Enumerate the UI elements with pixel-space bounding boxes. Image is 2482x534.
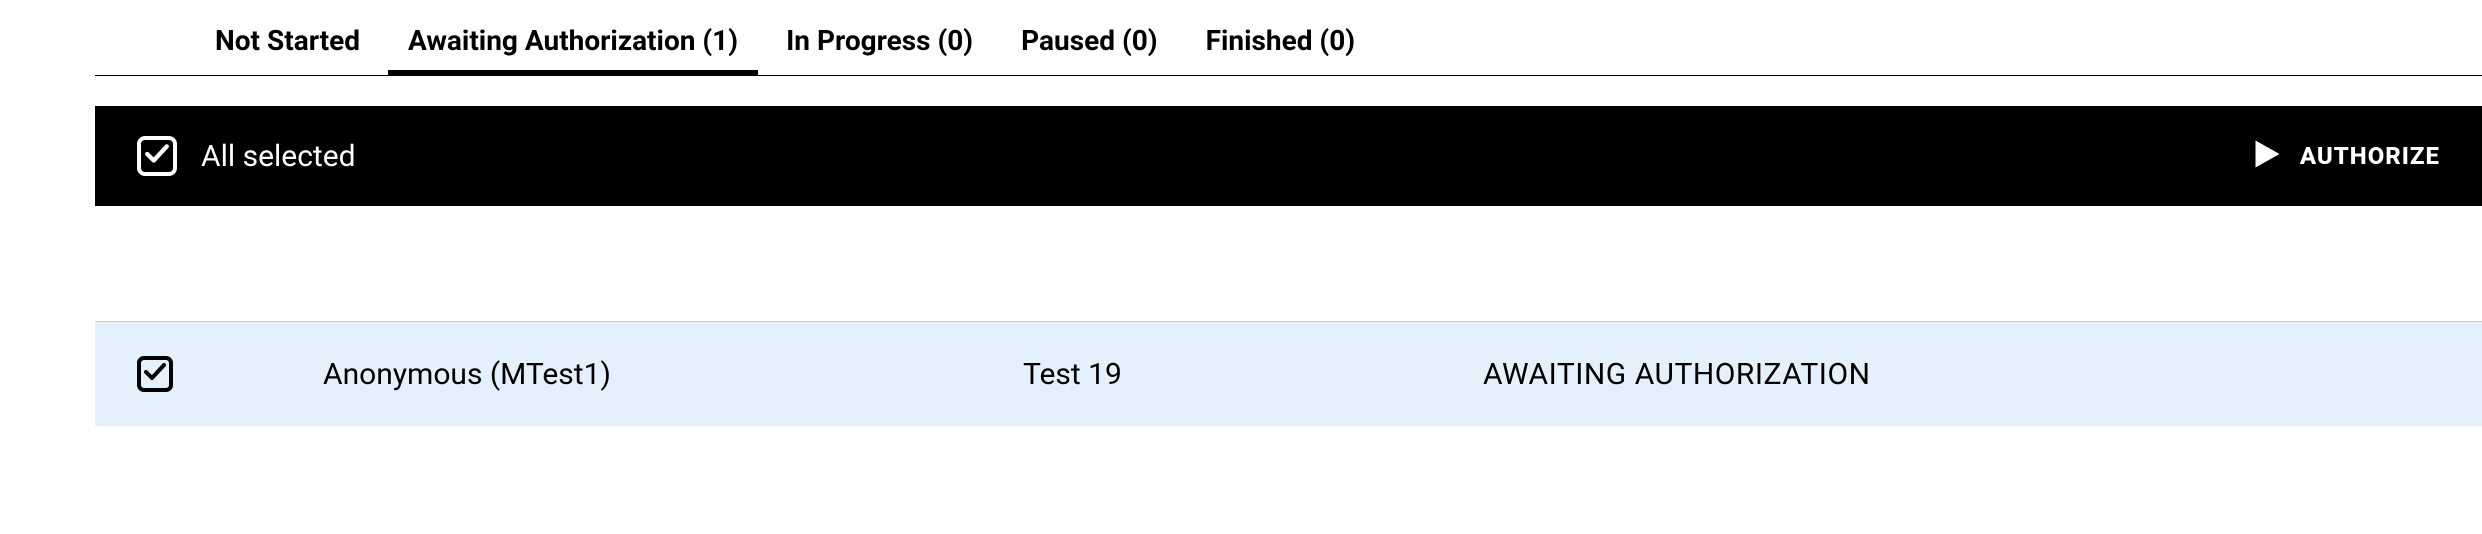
- table-row[interactable]: Anonymous (MTest1) Test 19 AWAITING AUTH…: [95, 322, 2482, 426]
- authorize-button[interactable]: AUTHORIZE: [2248, 136, 2440, 176]
- select-all-checkbox[interactable]: [137, 136, 177, 176]
- tab-not-started[interactable]: Not Started: [215, 0, 360, 75]
- all-selected-label: All selected: [201, 139, 356, 174]
- row-test: Test 19: [1023, 357, 1483, 392]
- checkmark-icon: [144, 141, 170, 171]
- table-area: Anonymous (MTest1) Test 19 AWAITING AUTH…: [95, 321, 2482, 426]
- toolbar-left: All selected: [137, 136, 356, 176]
- tab-in-progress[interactable]: In Progress (0): [786, 0, 973, 75]
- checkmark-icon: [143, 360, 167, 388]
- authorize-label: AUTHORIZE: [2300, 142, 2440, 170]
- tabs-bar: Not Started Awaiting Authorization (1) I…: [95, 0, 2482, 76]
- row-status: AWAITING AUTHORIZATION: [1483, 357, 1871, 392]
- row-name: Anonymous (MTest1): [323, 357, 1023, 392]
- tab-awaiting-authorization[interactable]: Awaiting Authorization (1): [408, 0, 738, 75]
- tab-finished[interactable]: Finished (0): [1206, 0, 1355, 75]
- tab-paused[interactable]: Paused (0): [1021, 0, 1157, 75]
- play-icon: [2248, 136, 2284, 176]
- selection-toolbar: All selected AUTHORIZE: [95, 106, 2482, 206]
- row-checkbox[interactable]: [137, 356, 173, 392]
